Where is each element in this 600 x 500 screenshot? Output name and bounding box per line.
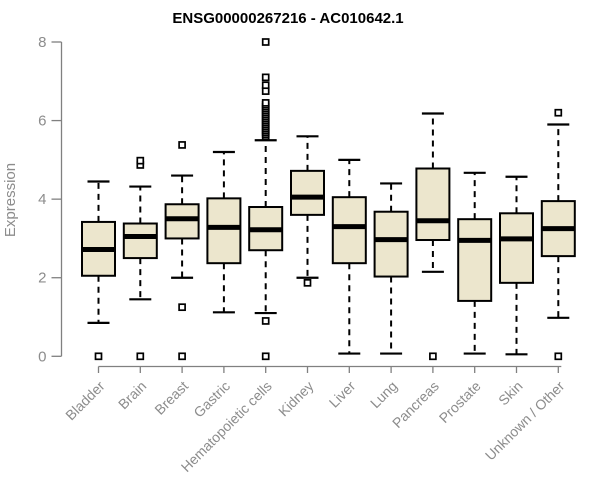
y-tick-label: 6	[38, 113, 46, 130]
x-tick-label-skin: Skin	[495, 378, 526, 409]
x-tick-label-unknown-other: Unknown / Other	[482, 378, 568, 464]
x-tick-label-breast: Breast	[151, 378, 191, 418]
box-pancreas	[415, 167, 451, 242]
x-tick-label-lung: Lung	[367, 378, 400, 411]
box-skin	[499, 212, 534, 284]
outlier-hematopoietic-cells	[261, 38, 270, 46]
box-liver	[331, 196, 367, 265]
chart-title: ENSG00000267216 - AC010642.1	[172, 10, 403, 27]
outlier-brain	[136, 156, 145, 165]
y-tick-label: 0	[38, 348, 46, 365]
box-kidney	[290, 169, 325, 216]
box-lung	[373, 210, 409, 278]
x-tick-label-kidney: Kidney	[275, 378, 317, 420]
box-breast	[164, 203, 200, 240]
outlier-hematopoietic-cells	[261, 317, 270, 325]
outlier-hematopoietic-cells	[261, 81, 270, 90]
outlier-hematopoietic-cells	[261, 73, 270, 82]
outlier-unknown-other	[554, 108, 563, 117]
outlier-brain	[136, 352, 145, 361]
x-tick-label-brain: Brain	[115, 378, 149, 412]
outlier-bladder	[94, 352, 103, 361]
outlier-kidney	[303, 278, 312, 287]
y-tick-label: 4	[38, 191, 46, 208]
outlier-hematopoietic-cells	[261, 99, 270, 107]
outlier-breast	[178, 303, 186, 312]
outlier-hematopoietic-cells	[261, 352, 270, 361]
outlier-unknown-other	[554, 352, 563, 361]
y-tick-label: 2	[38, 270, 46, 287]
x-tick-label-prostate: Prostate	[436, 378, 484, 426]
y-axis-title: Expression	[2, 163, 19, 237]
outlier-breast	[178, 352, 186, 361]
outlier-breast	[178, 141, 186, 149]
x-tick-label-bladder: Bladder	[62, 378, 108, 424]
box-gastric	[206, 197, 242, 265]
outlier-pancreas	[429, 352, 437, 361]
box-brain	[122, 222, 158, 260]
box-prostate	[457, 218, 493, 302]
x-tick-label-liver: Liver	[326, 378, 359, 411]
y-tick-label: 8	[38, 34, 46, 51]
